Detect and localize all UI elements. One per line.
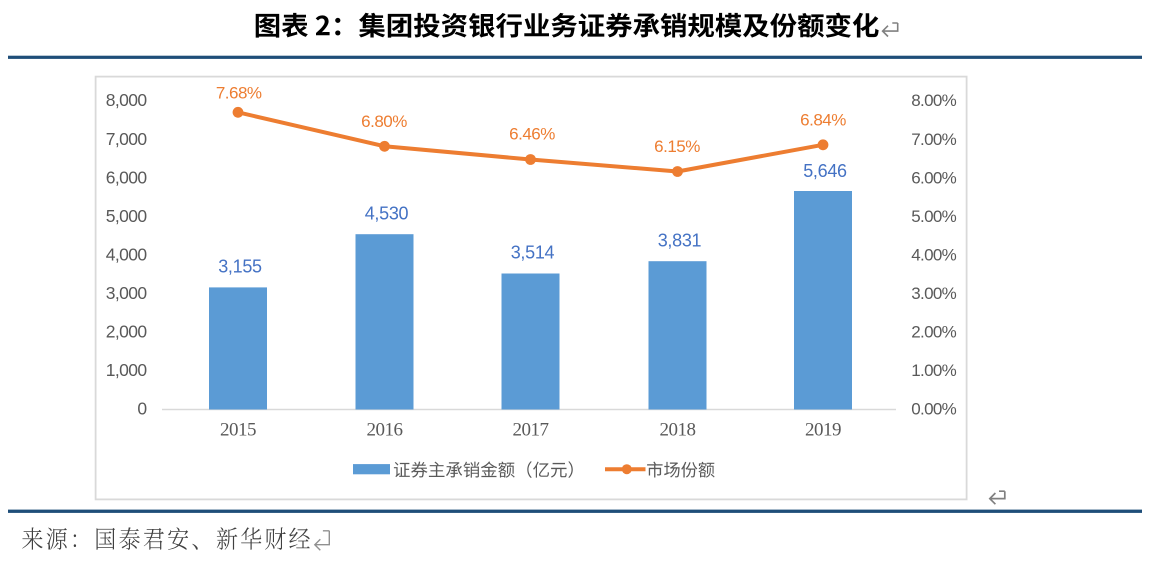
svg-text:2016: 2016 bbox=[367, 419, 403, 440]
svg-text:0: 0 bbox=[137, 399, 147, 419]
svg-text:6,000: 6,000 bbox=[106, 167, 148, 187]
svg-text:3,831: 3,831 bbox=[658, 231, 702, 251]
svg-text:0.00%: 0.00% bbox=[911, 400, 956, 419]
svg-text:7.68%: 7.68% bbox=[216, 83, 262, 102]
svg-text:2018: 2018 bbox=[660, 419, 696, 440]
svg-text:2,000: 2,000 bbox=[106, 322, 148, 342]
svg-text:1,000: 1,000 bbox=[106, 360, 148, 380]
svg-text:6.84%: 6.84% bbox=[800, 110, 846, 129]
svg-text:5.00%: 5.00% bbox=[911, 207, 956, 226]
svg-text:4,000: 4,000 bbox=[106, 244, 148, 264]
svg-text:3,000: 3,000 bbox=[106, 283, 148, 303]
svg-text:6.00%: 6.00% bbox=[911, 168, 956, 187]
svg-text:5,000: 5,000 bbox=[106, 206, 148, 226]
svg-text:2015: 2015 bbox=[220, 419, 256, 440]
svg-text:2017: 2017 bbox=[513, 419, 549, 440]
svg-text:8.00%: 8.00% bbox=[911, 91, 956, 110]
svg-text:6.46%: 6.46% bbox=[509, 125, 555, 144]
svg-text:6.80%: 6.80% bbox=[361, 112, 407, 131]
svg-text:4,530: 4,530 bbox=[365, 204, 409, 224]
svg-text:5,646: 5,646 bbox=[803, 161, 847, 181]
svg-text:2019: 2019 bbox=[805, 419, 841, 440]
svg-text:1.00%: 1.00% bbox=[911, 361, 956, 380]
svg-text:3.00%: 3.00% bbox=[911, 284, 956, 303]
svg-text:3,155: 3,155 bbox=[218, 257, 262, 277]
svg-text:2.00%: 2.00% bbox=[911, 323, 956, 342]
svg-text:3,514: 3,514 bbox=[511, 243, 555, 263]
svg-text:7,000: 7,000 bbox=[106, 129, 148, 149]
svg-text:6.15%: 6.15% bbox=[654, 137, 700, 156]
svg-text:4.00%: 4.00% bbox=[911, 245, 956, 264]
svg-text:7.00%: 7.00% bbox=[911, 130, 956, 149]
svg-text:8,000: 8,000 bbox=[106, 90, 148, 110]
